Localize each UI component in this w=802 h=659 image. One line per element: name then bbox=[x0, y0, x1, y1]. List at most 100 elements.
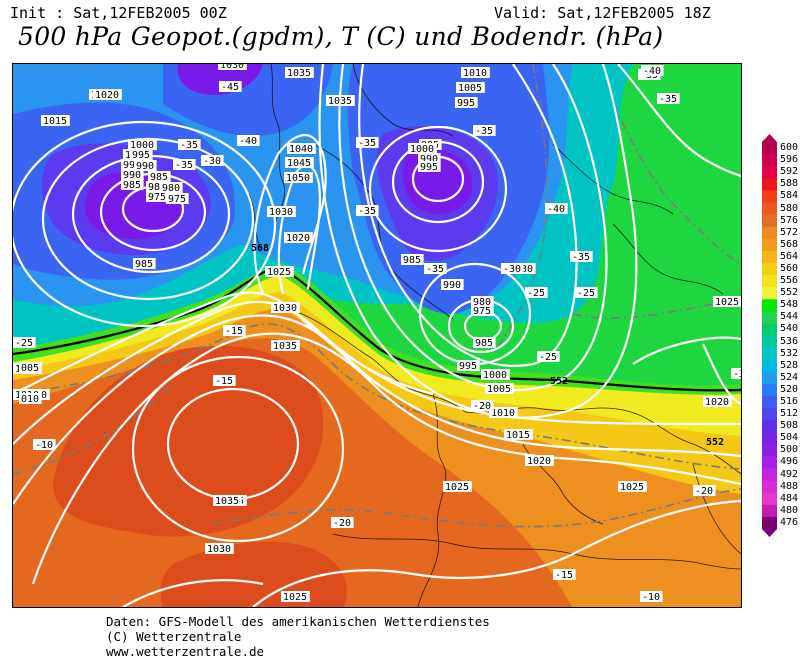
temperature-label-text: -35 bbox=[475, 126, 493, 137]
temperature-label: -15 bbox=[553, 569, 576, 581]
pressure-label-text: 1010 bbox=[463, 68, 487, 79]
legend-swatch bbox=[762, 432, 777, 445]
legend-value: 524 bbox=[780, 371, 799, 383]
legend-swatch bbox=[762, 190, 777, 203]
legend-swatch bbox=[762, 444, 777, 457]
geopotential-label: 552 bbox=[706, 437, 724, 448]
pressure-label-text: 1025 bbox=[620, 482, 644, 493]
field-red-south bbox=[160, 541, 347, 607]
legend-value: 536 bbox=[780, 335, 799, 347]
pressure-label: 975 bbox=[166, 193, 189, 205]
temperature-label-text: -25 bbox=[527, 288, 545, 299]
pressure-label: 005 bbox=[19, 362, 42, 374]
legend-value: 596 bbox=[780, 154, 799, 166]
temperature-label-text: -30 bbox=[503, 264, 521, 275]
legend-value: 500 bbox=[780, 444, 799, 456]
legend-swatch bbox=[762, 420, 777, 433]
pressure-label: 1020 bbox=[525, 455, 554, 467]
temperature-label: -10 bbox=[33, 439, 56, 451]
weather-map: 1030103510101005995102010351015100099599… bbox=[12, 63, 742, 608]
temperature-label-text: -20 bbox=[333, 518, 351, 529]
legend-swatch bbox=[762, 142, 777, 155]
pressure-label: 995 bbox=[457, 360, 480, 372]
pressure-label-text: 990 bbox=[123, 170, 141, 181]
color-legend bbox=[762, 134, 777, 537]
legend-value: 508 bbox=[780, 420, 799, 432]
pressure-label-text: 1025 bbox=[283, 592, 307, 603]
pressure-labels: 1030103510101005995102010351015100099599… bbox=[13, 64, 741, 603]
pressure-label: 1025 bbox=[265, 266, 294, 278]
pressure-label-text: 1000 bbox=[483, 370, 507, 381]
data-credits: Daten: GFS-Modell des amerikanischen Wet… bbox=[106, 614, 490, 659]
pressure-label-text: 1030 bbox=[207, 544, 231, 555]
legend-value: 540 bbox=[780, 323, 799, 335]
temperature-label: -40 bbox=[641, 65, 664, 77]
temperature-label-text: -25 bbox=[539, 352, 557, 363]
pressure-label: 1035 bbox=[213, 495, 242, 507]
pressure-label-text: 980 bbox=[148, 182, 166, 193]
legend-value: 532 bbox=[780, 347, 799, 359]
pressure-label: 995 bbox=[121, 159, 144, 171]
pressure-label: 975 bbox=[471, 305, 494, 317]
legend-value: 520 bbox=[780, 383, 799, 395]
pressure-label-text: 010 bbox=[21, 394, 39, 405]
pressure-label: 1015 bbox=[504, 429, 533, 441]
pressure-label: 010 bbox=[19, 393, 42, 405]
legend-value: 548 bbox=[780, 299, 799, 311]
pressure-label: 1020 bbox=[93, 89, 122, 101]
legend-swatch bbox=[762, 371, 777, 385]
temperature-label: -20 bbox=[331, 517, 354, 529]
pressure-label: 1025 bbox=[713, 296, 741, 308]
temperature-label: -35 bbox=[473, 125, 496, 137]
pressure-label-text: 1035 bbox=[215, 496, 239, 507]
pressure-label: 985 bbox=[148, 171, 171, 183]
legend-value: 576 bbox=[780, 214, 799, 226]
pressure-label: 975 bbox=[146, 191, 169, 203]
pressure-label-text: 1035 bbox=[273, 341, 297, 352]
pressure-label: 1035 bbox=[271, 340, 300, 352]
pressure-label-text: 985 bbox=[135, 259, 153, 270]
pressure-label: 985 bbox=[121, 179, 144, 191]
pressure-label: 1000 bbox=[481, 369, 510, 381]
pressure-label-text: 985 bbox=[475, 338, 493, 349]
pressure-label-text: 1020 bbox=[705, 397, 729, 408]
temperature-label: -15 bbox=[213, 375, 236, 387]
temperature-label-text: -35 bbox=[659, 94, 677, 105]
pressure-label: 990 bbox=[121, 169, 144, 181]
legend-swatch bbox=[762, 275, 777, 288]
legend-swatch bbox=[762, 504, 777, 518]
pressure-label-text: 1000 bbox=[130, 140, 154, 151]
pressure-label: 990 bbox=[418, 153, 441, 165]
pressure-label-text: 975 bbox=[148, 192, 166, 203]
legend-swatch bbox=[762, 166, 777, 179]
legend-swatch bbox=[762, 480, 777, 494]
legend-swatch bbox=[762, 287, 777, 300]
pressure-label-text: 1020 bbox=[527, 456, 551, 467]
temperature-label-text: -35 bbox=[426, 264, 444, 275]
temperature-label-text: -40 bbox=[643, 66, 661, 77]
pressure-label-text: 1000 bbox=[410, 144, 434, 155]
legend-value: 564 bbox=[780, 250, 799, 262]
temperature-label: -25 bbox=[575, 287, 598, 299]
temperature-label-text: -30 bbox=[733, 369, 741, 380]
legend-value: 528 bbox=[780, 359, 799, 371]
legend-value: 476 bbox=[780, 516, 799, 528]
legend-value: 560 bbox=[780, 262, 799, 274]
temperature-label-text: -20 bbox=[473, 401, 491, 412]
pressure-label-text: 1030 bbox=[269, 207, 293, 218]
temperature-label: -25 bbox=[537, 351, 560, 363]
pressure-label: 990 bbox=[134, 160, 157, 172]
geopotential-labels: 568 552 552 bbox=[251, 243, 724, 448]
legend-swatch bbox=[762, 456, 777, 469]
legend-value: 588 bbox=[780, 178, 799, 190]
temperature-label-text: -30 bbox=[515, 264, 533, 275]
pressure-label-text: 1020 bbox=[286, 233, 310, 244]
pressure-label: 980 bbox=[146, 181, 169, 193]
legend-swatch bbox=[762, 154, 777, 167]
geopotential-label: 552 bbox=[550, 376, 568, 387]
credits-copyright: (C) Wetterzentrale bbox=[106, 629, 242, 644]
pressure-label-text: 975 bbox=[168, 194, 186, 205]
temperature-label: -25 bbox=[13, 337, 36, 349]
temperature-label-text: -35 bbox=[358, 206, 376, 217]
temperature-label-text: -40 bbox=[239, 136, 257, 147]
